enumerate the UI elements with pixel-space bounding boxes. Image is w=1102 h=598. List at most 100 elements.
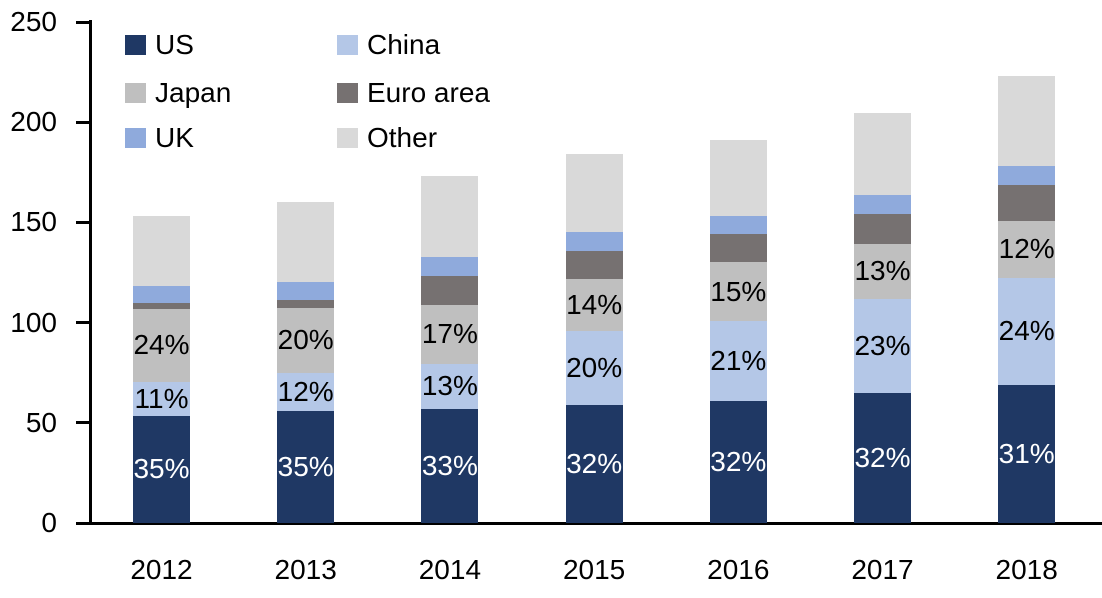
- segment-china-2018: [998, 277, 1056, 385]
- legend-label-euro-area: Euro area: [367, 76, 490, 108]
- segment-euro-area-2014: [421, 275, 479, 305]
- y-tick-label-200: 200: [10, 106, 57, 138]
- x-label-2015: 2015: [562, 554, 626, 585]
- segment-label-us-2012: 35%: [133, 453, 190, 485]
- segment-other-2014: [421, 176, 479, 258]
- x-label-2013: 2013: [274, 554, 337, 585]
- x-axis-line: [77, 522, 1102, 525]
- y-tick-0: [76, 521, 89, 525]
- segment-euro-area-2016: [709, 234, 767, 263]
- segment-china-2012: [133, 381, 190, 416]
- segment-label-japan-2015: 14%: [566, 288, 623, 320]
- segment-label-us-2016: 32%: [710, 445, 767, 477]
- segment-other-2013: [277, 202, 335, 282]
- y-tick-50: [76, 421, 89, 425]
- legend-label-china: China: [367, 29, 441, 60]
- bar-2018: 31% 24% 12%: [998, 0, 1056, 523]
- legend-label-other: Other: [367, 122, 438, 153]
- segment-uk-2018: [998, 166, 1056, 186]
- segment-euro-area-2017: [854, 214, 911, 245]
- x-label-2018: 2018: [995, 554, 1058, 585]
- segment-us-2014: [421, 408, 479, 523]
- segment-label-china-2016: 21%: [710, 344, 767, 376]
- segment-label-japan-2018: 12%: [998, 233, 1055, 265]
- segment-other-2012: [133, 216, 190, 286]
- segment-japan-2015: [565, 278, 623, 331]
- segment-us-2013: [277, 410, 335, 523]
- y-tick-label-0: 0: [41, 507, 57, 538]
- segment-label-china-2013: 12%: [277, 375, 334, 407]
- segment-label-us-2015: 32%: [566, 447, 623, 479]
- segment-us-2018: [998, 384, 1056, 523]
- segment-uk-2015: [565, 232, 623, 252]
- segment-us-2015: [565, 404, 623, 523]
- y-tick-label-250: 250: [10, 6, 57, 37]
- legend-swatch-uk: [125, 128, 146, 148]
- y-tick-100: [76, 321, 89, 325]
- segment-japan-2014: [421, 304, 479, 364]
- segment-euro-area-2012: [133, 302, 190, 309]
- segment-label-us-2017: 32%: [854, 441, 911, 473]
- segment-label-china-2012: 11%: [134, 382, 189, 414]
- bar-2013: 35% 12% 20%: [277, 0, 335, 523]
- segment-china-2014: [421, 363, 479, 409]
- legend-swatch-euro-area: [337, 82, 358, 103]
- segment-uk-2014: [421, 257, 479, 276]
- y-tick-label-100: 100: [10, 306, 57, 338]
- legend-item-japan: Japan: [125, 76, 231, 110]
- segment-uk-2012: [133, 285, 190, 303]
- segment-other-2016: [709, 140, 767, 217]
- segment-china-2017: [854, 298, 911, 393]
- x-label-2017: 2017: [851, 554, 914, 585]
- segment-label-japan-2017: 13%: [854, 255, 911, 287]
- legend-item-other: Other: [337, 121, 437, 155]
- segment-us-2017: [854, 392, 911, 523]
- segment-japan-2016: [709, 262, 767, 321]
- legend-label-japan: Japan: [155, 76, 232, 108]
- segment-label-china-2015: 20%: [566, 351, 623, 383]
- bar-2014: 33% 13% 17%: [421, 0, 479, 523]
- bar-2016: 32% 21% 15%: [709, 0, 767, 523]
- segment-uk-2016: [709, 216, 767, 235]
- segment-label-japan-2012: 24%: [133, 329, 190, 361]
- y-tick-200: [76, 120, 89, 124]
- segment-china-2015: [565, 330, 623, 405]
- segment-label-us-2014: 33%: [421, 449, 478, 481]
- segment-label-us-2018: 31%: [998, 437, 1055, 469]
- segment-other-2018: [998, 76, 1056, 167]
- y-axis-line: [89, 20, 92, 525]
- segment-label-japan-2014: 17%: [421, 318, 478, 350]
- y-tick-label-50: 50: [25, 406, 57, 438]
- legend-item-euro-area: Euro area: [337, 76, 490, 110]
- segment-label-us-2013: 35%: [277, 450, 334, 482]
- legend-item-us: US: [125, 28, 194, 62]
- segment-label-china-2018: 24%: [998, 315, 1055, 347]
- y-tick-150: [76, 220, 89, 224]
- y-tick-label-150: 150: [10, 206, 57, 238]
- x-label-2012: 2012: [130, 554, 193, 585]
- legend-item-uk: UK: [125, 121, 194, 155]
- bar-2015: 32% 20% 14%: [565, 0, 623, 523]
- legend-label-uk: UK: [155, 122, 194, 153]
- segment-china-2013: [277, 372, 335, 411]
- legend-swatch-other: [337, 128, 358, 148]
- segment-japan-2018: [998, 221, 1056, 278]
- segment-euro-area-2015: [565, 251, 623, 279]
- segment-japan-2012: [133, 308, 190, 382]
- legend-item-china: China: [337, 28, 440, 62]
- bar-2012: 35% 11% 24%: [133, 0, 190, 523]
- x-label-2016: 2016: [707, 554, 770, 585]
- segment-euro-area-2018: [998, 185, 1056, 222]
- segment-label-china-2014: 13%: [421, 370, 478, 402]
- x-label-2014: 2014: [418, 554, 482, 585]
- bar-2017: 32% 23% 13%: [854, 0, 911, 523]
- segment-euro-area-2013: [277, 299, 335, 308]
- segment-label-china-2017: 23%: [854, 329, 911, 361]
- segment-japan-2017: [854, 244, 911, 299]
- segment-china-2016: [709, 320, 767, 401]
- legend-swatch-us: [125, 35, 146, 55]
- segment-us-2016: [709, 400, 767, 523]
